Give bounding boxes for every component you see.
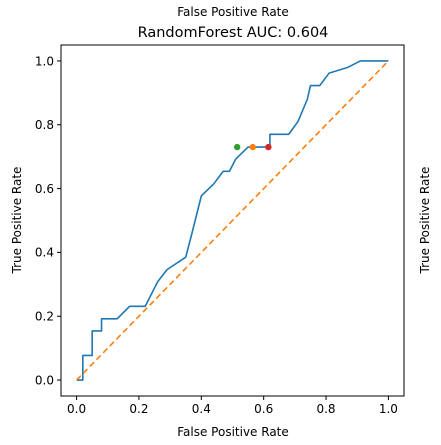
y-tick-label: 0.2: [35, 310, 54, 324]
plot-area: [76, 60, 389, 381]
y-tick-label: 0.8: [35, 118, 54, 132]
x-axis-label: False Positive Rate: [177, 425, 289, 439]
y-tick-label: 0.0: [35, 373, 54, 387]
threshold-marker-1: [233, 143, 241, 151]
chart-title: RandomForest AUC: 0.604: [138, 25, 329, 41]
chance-diagonal-line: [76, 60, 389, 381]
roc-curve-line: [76, 60, 389, 381]
x-tick-label: 0.4: [192, 402, 211, 416]
y-tick-label: 0.6: [35, 182, 54, 196]
y-tick-label: 1.0: [35, 54, 54, 68]
y-axis-label: True Positive Rate: [10, 167, 24, 275]
threshold-marker-3: [265, 143, 272, 151]
axis-ticks: 0.0 0.2 0.4 0.6 0.8 1.0 0.0 0.2 0.4 0.6 0.8 1.0: [35, 54, 398, 416]
x-tick-label: 0.8: [316, 402, 335, 416]
right-y-axis-label: True Positive Rate: [418, 167, 432, 275]
x-tick-label: 0.6: [254, 402, 273, 416]
top-x-axis-label: False Positive Rate: [177, 5, 289, 19]
x-tick-label: 0.2: [129, 402, 148, 416]
y-tick-label: 0.4: [35, 246, 54, 260]
x-tick-label: 1.0: [379, 402, 398, 416]
axes-frame: [60, 44, 405, 397]
x-tick-label: 0.0: [67, 402, 86, 416]
threshold-marker-2: [249, 143, 256, 151]
